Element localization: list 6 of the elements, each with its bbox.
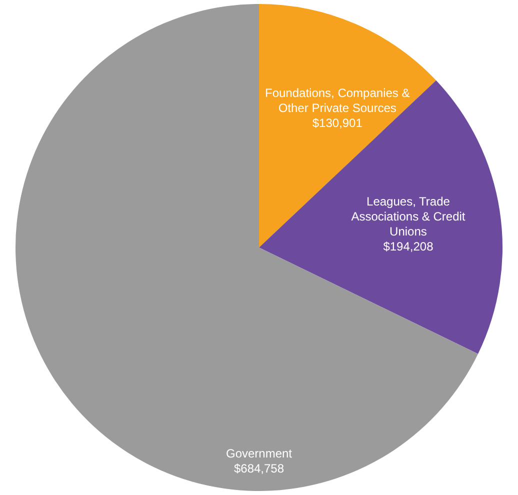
data-label: $684,758 — [234, 462, 284, 476]
slice-label: Government — [226, 446, 293, 461]
slice-label: Leagues, Trade Associations & Credit Unions — [351, 194, 466, 238]
slice-label: Foundations, Companies & Other Private Sources — [265, 86, 410, 116]
data-label: $130,901 — [312, 116, 363, 130]
data-label: $194,208 — [383, 239, 434, 254]
